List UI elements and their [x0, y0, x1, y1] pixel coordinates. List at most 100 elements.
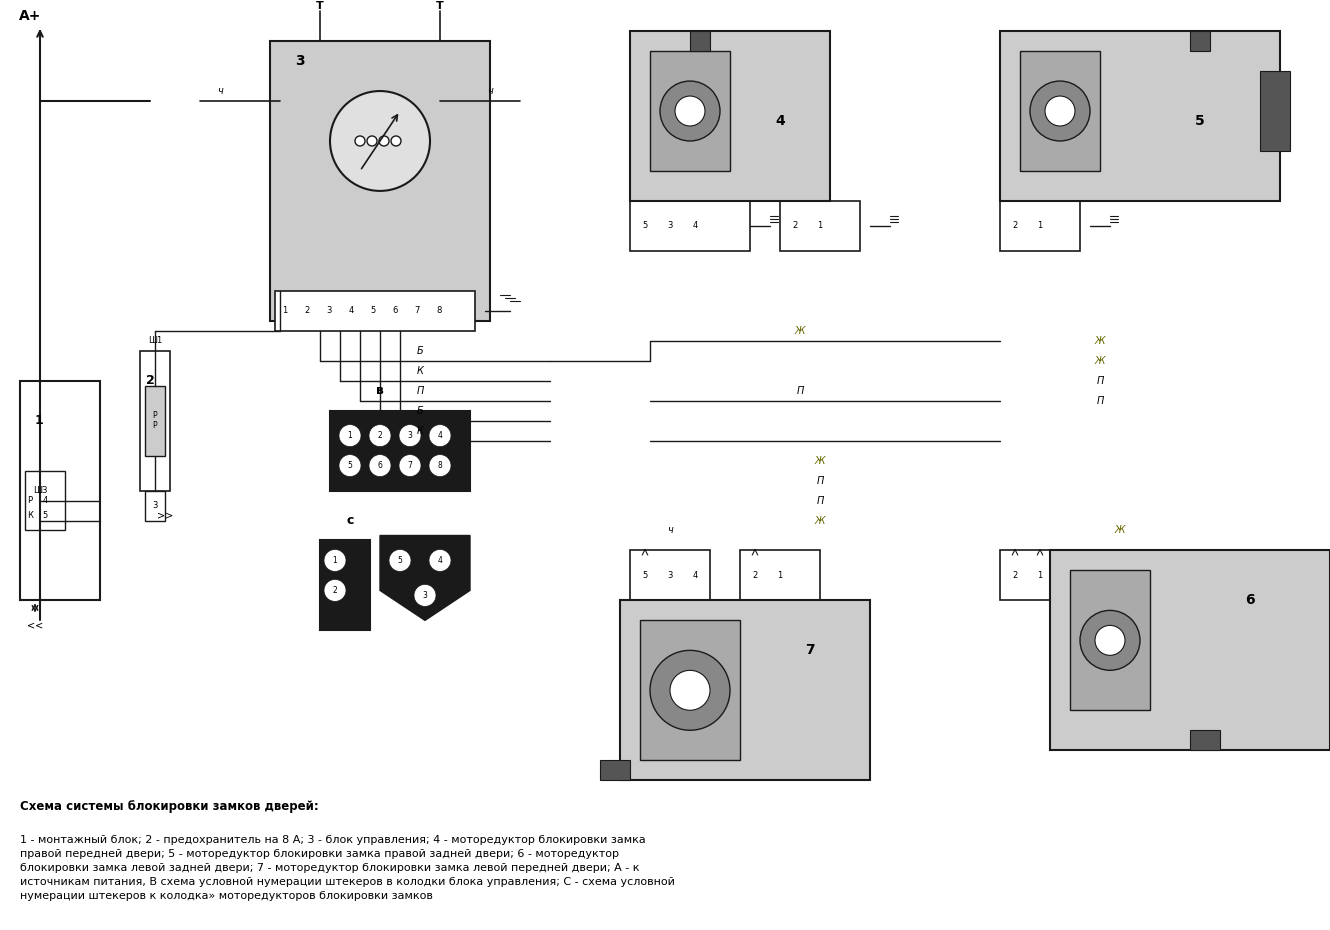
- Text: 3: 3: [423, 591, 427, 600]
- Text: 4: 4: [693, 571, 698, 580]
- Circle shape: [1080, 610, 1140, 671]
- Text: 3: 3: [668, 571, 673, 580]
- Text: 7: 7: [415, 306, 420, 315]
- Bar: [1190, 730, 1220, 751]
- Bar: [1260, 71, 1290, 151]
- Bar: [1000, 31, 1279, 201]
- Circle shape: [399, 425, 422, 446]
- Text: 4: 4: [43, 496, 48, 505]
- Text: 1: 1: [1037, 571, 1043, 580]
- Circle shape: [660, 81, 720, 141]
- Text: 2: 2: [753, 571, 758, 580]
- Circle shape: [325, 579, 346, 602]
- Circle shape: [368, 425, 391, 446]
- Circle shape: [330, 91, 430, 191]
- Text: П: П: [416, 386, 424, 395]
- Circle shape: [367, 136, 376, 146]
- Text: Схема системы блокировки замков дверей:: Схема системы блокировки замков дверей:: [20, 800, 319, 813]
- Text: 1 - монтажный блок; 2 - предохранитель на 8 А; 3 - блок управления; 4 - мотореду: 1 - монтажный блок; 2 - предохранитель н…: [20, 835, 674, 901]
- Text: ч: ч: [217, 86, 223, 96]
- Bar: [1000, 551, 1080, 601]
- Text: P
P: P P: [153, 411, 157, 431]
- Text: 6: 6: [378, 461, 383, 470]
- Text: К: К: [416, 426, 423, 435]
- Text: 5: 5: [43, 511, 48, 520]
- Text: 4: 4: [438, 432, 443, 440]
- Text: 3: 3: [326, 306, 331, 315]
- Text: 4: 4: [348, 306, 354, 315]
- Text: ч: ч: [668, 525, 673, 536]
- Bar: [275, 291, 475, 331]
- Text: 1: 1: [332, 556, 338, 565]
- Text: в: в: [376, 384, 384, 397]
- Bar: [25, 471, 65, 530]
- Bar: [640, 620, 739, 760]
- Circle shape: [399, 455, 422, 476]
- Bar: [1071, 570, 1150, 711]
- Text: 1: 1: [1037, 221, 1043, 231]
- Text: 8: 8: [436, 306, 442, 315]
- Bar: [1049, 551, 1330, 751]
- Bar: [145, 386, 165, 456]
- Circle shape: [676, 96, 705, 126]
- Text: <<: <<: [27, 620, 43, 631]
- Text: >>: >>: [157, 511, 173, 521]
- Text: 5: 5: [398, 556, 403, 565]
- Text: 3: 3: [295, 54, 305, 68]
- Text: 5: 5: [347, 461, 352, 470]
- Text: А+: А+: [19, 9, 41, 23]
- Circle shape: [1045, 96, 1075, 126]
- Circle shape: [1095, 625, 1125, 656]
- Polygon shape: [380, 536, 469, 620]
- Text: П: П: [1096, 376, 1104, 386]
- Text: ч: ч: [487, 86, 493, 96]
- Circle shape: [388, 550, 411, 571]
- Text: 2: 2: [378, 432, 383, 440]
- Text: Б: Б: [416, 405, 423, 416]
- Text: П: П: [817, 475, 823, 485]
- Text: 3: 3: [407, 432, 412, 440]
- Circle shape: [379, 136, 388, 146]
- Text: 3: 3: [668, 221, 673, 231]
- Bar: [330, 411, 469, 490]
- Circle shape: [339, 425, 360, 446]
- Text: П: П: [817, 496, 823, 506]
- Text: 2: 2: [332, 586, 338, 595]
- Text: с: с: [346, 514, 354, 527]
- Circle shape: [325, 550, 346, 571]
- Text: 2: 2: [145, 374, 154, 387]
- Circle shape: [650, 650, 730, 730]
- Text: 2: 2: [1012, 221, 1017, 231]
- Text: Ж: Ж: [1095, 336, 1105, 346]
- Circle shape: [355, 136, 364, 146]
- Bar: [321, 540, 370, 631]
- Text: T: T: [317, 1, 325, 11]
- Bar: [630, 201, 750, 251]
- Circle shape: [414, 584, 436, 606]
- Text: 4: 4: [438, 556, 443, 565]
- Text: 4: 4: [775, 114, 785, 128]
- Bar: [690, 31, 710, 51]
- Text: 1: 1: [777, 571, 782, 580]
- Text: 8: 8: [438, 461, 443, 470]
- Text: П: П: [797, 386, 803, 395]
- Text: T: T: [436, 1, 444, 11]
- Bar: [20, 380, 100, 601]
- Bar: [140, 351, 170, 490]
- Text: 7: 7: [407, 461, 412, 470]
- Bar: [620, 601, 870, 780]
- Text: 5: 5: [370, 306, 375, 315]
- Circle shape: [430, 550, 451, 571]
- Bar: [779, 201, 861, 251]
- Text: 7: 7: [805, 644, 815, 658]
- Circle shape: [391, 136, 402, 146]
- Text: К: К: [416, 365, 423, 376]
- Text: 6: 6: [1245, 593, 1254, 607]
- Bar: [600, 760, 630, 780]
- Text: 1: 1: [818, 221, 823, 231]
- Bar: [1190, 31, 1210, 51]
- Text: 2: 2: [305, 306, 310, 315]
- Circle shape: [430, 425, 451, 446]
- Text: Ж: Ж: [815, 456, 825, 466]
- Bar: [630, 551, 710, 601]
